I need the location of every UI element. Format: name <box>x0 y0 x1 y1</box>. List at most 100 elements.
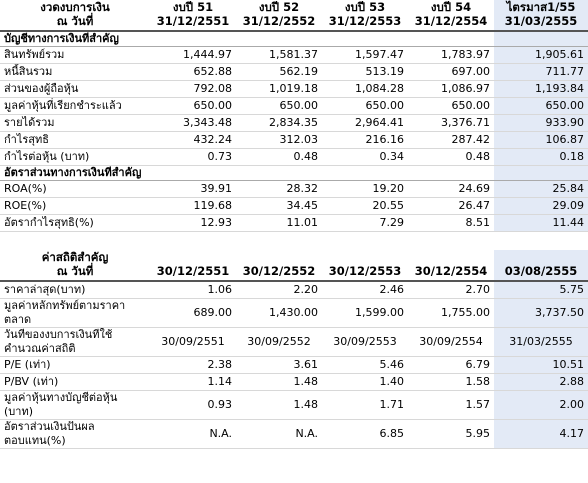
value-cell: 650.00 <box>322 97 408 115</box>
header-cell: ค่าสถิติสำคัญณ วันที่ <box>0 250 150 282</box>
header-cell: ไตรมาส1/55 31/03/2555 <box>494 0 588 32</box>
row-label: กำไรสุทธิ <box>0 131 150 149</box>
value-cell: 25.84 <box>494 180 588 198</box>
value-cell: 1.71 <box>322 390 408 420</box>
value-cell: 5.75 <box>494 281 588 299</box>
value-cell: 5.95 <box>408 419 494 449</box>
value-cell: 689.00 <box>150 298 236 328</box>
value-cell: 1,444.97 <box>150 46 236 64</box>
header-text: งวดงบการเงิน <box>40 0 110 14</box>
value-cell: 106.87 <box>494 131 588 149</box>
header-text: 30/12/2552 <box>242 264 316 278</box>
header-cell: 30/12/2553 <box>322 250 408 282</box>
value-cell: N.A. <box>236 419 322 449</box>
value-cell: N.A. <box>150 419 236 449</box>
value-cell: 1.40 <box>322 373 408 391</box>
row-label: ส่วนของผู้ถือหุ้น <box>0 80 150 98</box>
header-text: 31/12/2553 <box>328 14 402 28</box>
value-cell: 711.77 <box>494 63 588 81</box>
section-row: บัญชีทางการเงินที่สำคัญ <box>0 31 588 47</box>
value-cell: 432.24 <box>150 131 236 149</box>
header-cell: งบปี 52 31/12/2552 <box>236 0 322 32</box>
value-cell: 2.38 <box>150 356 236 374</box>
section-row: อัตราส่วนทางการเงินที่สำคัญ <box>0 165 588 181</box>
value-cell: 31/03/2555 <box>494 327 588 357</box>
row-label: มูลค่าหลักทรัพย์ตามราคาตลาด <box>0 298 150 328</box>
value-cell: 0.93 <box>150 390 236 420</box>
value-cell: 3,343.48 <box>150 114 236 132</box>
data-row: P/BV (เท่า) 1.14 1.48 1.40 1.58 2.88 <box>0 373 588 391</box>
header-cell: งวดงบการเงินณ วันที่ <box>0 0 150 32</box>
header-cell: งบปี 53 31/12/2553 <box>322 0 408 32</box>
value-cell: 216.16 <box>322 131 408 149</box>
value-cell: 1,599.00 <box>322 298 408 328</box>
value-cell: 2.46 <box>322 281 408 299</box>
value-cell: 29.09 <box>494 197 588 215</box>
value-cell: 0.48 <box>408 148 494 166</box>
row-label: กำไรต่อหุ้น (บาท) <box>0 148 150 166</box>
header-text: ณ วันที่ <box>56 14 94 28</box>
row-label: อัตรากำไรสุทธิ(%) <box>0 214 150 232</box>
data-row: รายได้รวม 3,343.48 2,834.35 2,964.41 3,376.7… <box>0 114 588 132</box>
value-cell: 19.20 <box>322 180 408 198</box>
value-cell: 0.34 <box>322 148 408 166</box>
row-label: P/BV (เท่า) <box>0 373 150 391</box>
value-cell: 8.51 <box>408 214 494 232</box>
value-cell: 5.46 <box>322 356 408 374</box>
value-cell: 6.85 <box>322 419 408 449</box>
value-cell: 650.00 <box>236 97 322 115</box>
header-cell: 03/08/2555 <box>494 250 588 282</box>
value-cell: 650.00 <box>150 97 236 115</box>
value-cell: 3.61 <box>236 356 322 374</box>
value-cell: 11.01 <box>236 214 322 232</box>
data-row: มูลค่าหุ้นที่เรียกชำระแล้ว 650.00 650.00 65… <box>0 97 588 115</box>
data-row: หนี้สินรวม 652.88 562.19 513.19 697.00 711.77 <box>0 63 588 81</box>
value-cell: 1.48 <box>236 373 322 391</box>
value-cell: 697.00 <box>408 63 494 81</box>
value-cell: 26.47 <box>408 197 494 215</box>
header-text: ณ วันที่ <box>56 264 94 278</box>
data-row: ROE(%) 119.68 34.45 20.55 26.47 29.09 <box>0 197 588 215</box>
value-cell: 2,834.35 <box>236 114 322 132</box>
value-cell: 2.88 <box>494 373 588 391</box>
data-row: ROA(%) 39.91 28.32 19.20 24.69 25.84 <box>0 180 588 198</box>
value-cell: 1.58 <box>408 373 494 391</box>
header-text: ไตรมาส1/55 <box>506 0 576 14</box>
value-cell: 312.03 <box>236 131 322 149</box>
value-cell: 1,581.37 <box>236 46 322 64</box>
value-cell: 1,430.00 <box>236 298 322 328</box>
header-text: 31/12/2552 <box>242 14 316 28</box>
page: งวดงบการเงินณ วันที่ งบปี 51 31/12/2551 งบป… <box>0 0 588 449</box>
header-text: ค่าสถิติสำคัญ <box>41 250 109 264</box>
header-cell: 30/12/2551 <box>150 250 236 282</box>
value-cell: 1,019.18 <box>236 80 322 98</box>
value-cell: 2.00 <box>494 390 588 420</box>
spacer <box>0 232 588 250</box>
value-cell: 30/09/2552 <box>236 327 322 357</box>
data-row: มูลค่าหลักทรัพย์ตามราคาตลาด 689.00 1,430.0… <box>0 298 588 328</box>
value-cell: 20.55 <box>322 197 408 215</box>
value-cell: 10.51 <box>494 356 588 374</box>
section-fill <box>494 31 588 47</box>
value-cell: 1,084.28 <box>322 80 408 98</box>
header-text: 30/12/2553 <box>328 264 402 278</box>
row-label: ROA(%) <box>0 180 150 198</box>
value-cell: 0.73 <box>150 148 236 166</box>
header-cell: งบปี 51 31/12/2551 <box>150 0 236 32</box>
value-cell: 11.44 <box>494 214 588 232</box>
header-cell: 30/12/2552 <box>236 250 322 282</box>
value-cell: 933.90 <box>494 114 588 132</box>
header-text: 30/12/2551 <box>156 264 230 278</box>
header-cell: 30/12/2554 <box>408 250 494 282</box>
data-row: P/E (เท่า) 2.38 3.61 5.46 6.79 10.51 <box>0 356 588 374</box>
value-cell: 4.17 <box>494 419 588 449</box>
value-cell: 39.91 <box>150 180 236 198</box>
row-label: ราคาล่าสุด(บาท) <box>0 281 150 299</box>
value-cell: 650.00 <box>408 97 494 115</box>
header-row: งวดงบการเงินณ วันที่ งบปี 51 31/12/2551 งบป… <box>0 0 588 32</box>
value-cell: 2.70 <box>408 281 494 299</box>
data-row: ส่วนของผู้ถือหุ้น 792.08 1,019.18 1,084.28 1… <box>0 80 588 98</box>
row-label: มูลค่าหุ้นที่เรียกชำระแล้ว <box>0 97 150 115</box>
value-cell: 1,597.47 <box>322 46 408 64</box>
row-label: ROE(%) <box>0 197 150 215</box>
